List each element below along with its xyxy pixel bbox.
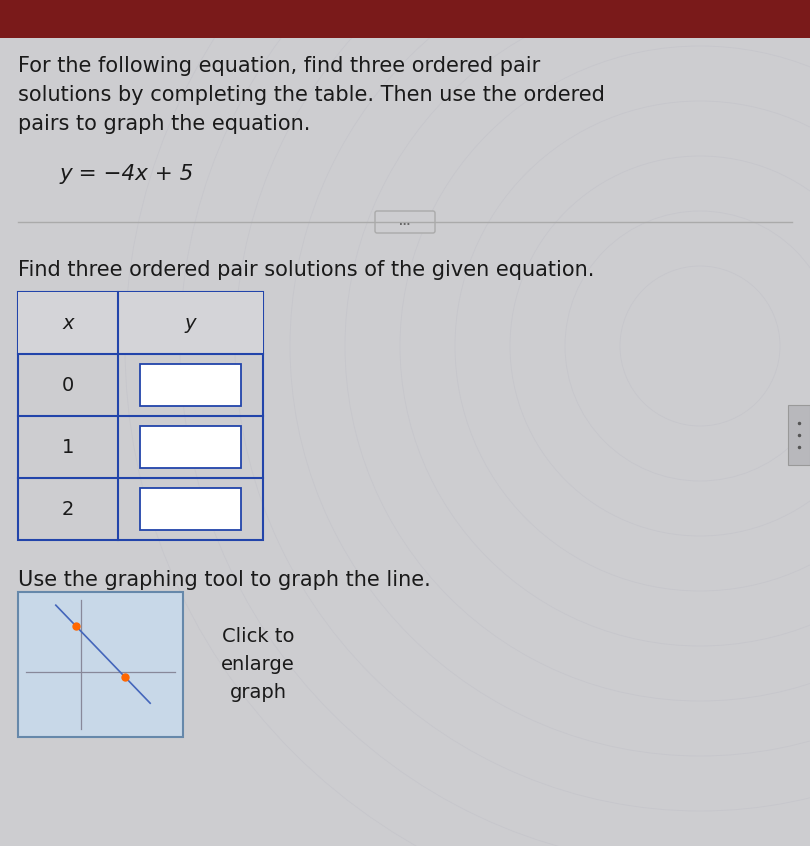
Bar — [140, 488, 241, 530]
Text: Use the graphing tool to graph the line.: Use the graphing tool to graph the line. — [18, 570, 431, 590]
Bar — [18, 292, 263, 540]
Bar — [788, 405, 810, 465]
Bar — [140, 426, 241, 468]
Bar — [18, 292, 263, 354]
FancyBboxPatch shape — [375, 211, 435, 233]
Text: Find three ordered pair solutions of the given equation.: Find three ordered pair solutions of the… — [18, 260, 595, 280]
Text: Click to
enlarge
graph: Click to enlarge graph — [221, 627, 295, 702]
Text: y = −4x + 5: y = −4x + 5 — [60, 164, 194, 184]
Bar — [140, 364, 241, 406]
Text: 0: 0 — [62, 376, 75, 394]
Text: 1: 1 — [62, 437, 75, 457]
Text: 2: 2 — [62, 499, 75, 519]
Text: For the following equation, find three ordered pair
solutions by completing the : For the following equation, find three o… — [18, 56, 605, 134]
Bar — [0, 0, 810, 38]
Text: x: x — [62, 314, 74, 332]
Bar — [18, 592, 183, 737]
Text: y: y — [185, 314, 196, 332]
Text: ...: ... — [399, 217, 411, 227]
